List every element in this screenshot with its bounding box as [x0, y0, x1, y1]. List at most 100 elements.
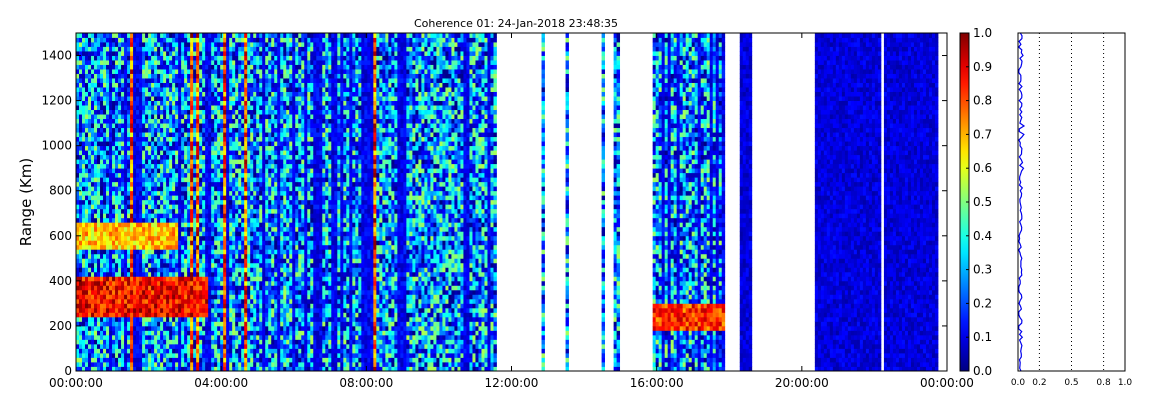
heatmap-cell: [145, 186, 149, 192]
heatmap-cell: [199, 339, 203, 345]
heatmap-cell: [268, 321, 272, 327]
heatmap-cell: [241, 262, 245, 268]
heatmap-cell: [256, 312, 260, 318]
heatmap-cell: [241, 226, 245, 232]
heatmap-cell: [175, 172, 179, 178]
heatmap-cell: [226, 60, 230, 65]
heatmap-cell: [79, 150, 83, 156]
heatmap-cell: [121, 186, 125, 192]
heatmap-cell: [220, 73, 224, 79]
heatmap-cell: [187, 190, 191, 196]
heatmap-cell: [103, 352, 107, 358]
heatmap-cell: [151, 127, 155, 133]
heatmap-cell: [139, 91, 143, 97]
heatmap-cell: [124, 280, 128, 286]
heatmap-cell: [247, 289, 251, 295]
heatmap-cell: [229, 222, 233, 228]
heatmap-cell: [85, 352, 89, 358]
heatmap-cell: [211, 285, 215, 291]
heatmap-cell: [79, 316, 83, 322]
heatmap-cell: [271, 213, 275, 219]
heatmap-cell: [253, 280, 257, 286]
heatmap-cell: [145, 339, 149, 345]
heatmap-cell: [172, 289, 176, 295]
heatmap-cell: [154, 154, 158, 160]
heatmap-cell: [127, 195, 131, 201]
heatmap-cell: [235, 78, 239, 83]
heatmap-cell: [169, 55, 173, 61]
heatmap-cell: [181, 343, 185, 349]
heatmap-cell: [151, 294, 155, 300]
heatmap-cell: [112, 109, 116, 115]
heatmap-cell: [262, 334, 266, 340]
heatmap-cell: [97, 361, 101, 367]
heatmap-cell: [262, 150, 266, 156]
heatmap-cell: [97, 217, 101, 223]
heatmap-cell: [115, 267, 119, 273]
heatmap-cell: [250, 298, 254, 304]
heatmap-cell: [79, 235, 83, 241]
heatmap-cell: [133, 100, 137, 106]
heatmap-cell: [211, 186, 215, 192]
heatmap-cell: [268, 213, 272, 219]
heatmap-cell: [106, 159, 110, 165]
heatmap-cell: [262, 235, 266, 241]
heatmap-cell: [268, 231, 272, 237]
heatmap-cell: [229, 307, 233, 313]
heatmap-cell: [205, 366, 209, 372]
heatmap-cell: [100, 361, 104, 367]
heatmap-cell: [241, 87, 245, 92]
heatmap-cell: [250, 177, 254, 183]
heatmap-cell: [142, 213, 146, 219]
heatmap-cell: [211, 46, 215, 52]
heatmap-cell: [172, 123, 176, 129]
heatmap-cell: [82, 136, 86, 142]
heatmap-cell: [241, 163, 245, 169]
heatmap-cell: [214, 168, 218, 174]
heatmap-cell: [154, 343, 158, 349]
heatmap-cell: [136, 303, 140, 309]
heatmap-cell: [172, 285, 176, 291]
heatmap-cell: [82, 64, 86, 70]
heatmap-cell: [193, 271, 197, 277]
heatmap-cell: [115, 51, 119, 56]
heatmap-cell: [145, 69, 149, 74]
heatmap-cell: [193, 37, 197, 43]
heatmap-cell: [211, 190, 215, 196]
heatmap-cell: [208, 361, 212, 367]
heatmap-cell: [118, 190, 122, 196]
heatmap-cell: [199, 253, 203, 259]
heatmap-cell: [226, 100, 230, 106]
heatmap-cell: [79, 123, 83, 129]
heatmap-cell: [139, 303, 143, 309]
heatmap-cell: [265, 235, 269, 241]
heatmap-cell: [253, 276, 257, 282]
heatmap-cell: [79, 352, 83, 358]
heatmap-cell: [196, 159, 200, 165]
heatmap-cell: [103, 316, 107, 322]
heatmap-cell: [199, 51, 203, 56]
heatmap-cell: [262, 100, 266, 106]
heatmap-cell: [196, 190, 200, 196]
heatmap-cell: [160, 136, 164, 142]
heatmap-cell: [226, 51, 230, 56]
heatmap-cell: [121, 136, 125, 142]
heatmap-cell: [118, 276, 122, 282]
heatmap-cell: [199, 159, 203, 165]
heatmap-cell: [142, 195, 146, 201]
heatmap-cell: [121, 213, 125, 219]
heatmap-cell: [118, 204, 122, 210]
heatmap-cell: [253, 159, 257, 165]
heatmap-cell: [238, 208, 242, 214]
heatmap-cell: [229, 64, 233, 70]
heatmap-cell: [91, 321, 95, 327]
heatmap-cell: [178, 60, 182, 65]
heatmap-cell: [202, 195, 206, 201]
heatmap-cell: [76, 298, 80, 304]
heatmap-cell: [271, 168, 275, 174]
heatmap-cell: [148, 55, 152, 61]
heatmap-cell: [124, 357, 128, 363]
heatmap-cell: [115, 253, 119, 259]
heatmap-cell: [244, 226, 248, 232]
